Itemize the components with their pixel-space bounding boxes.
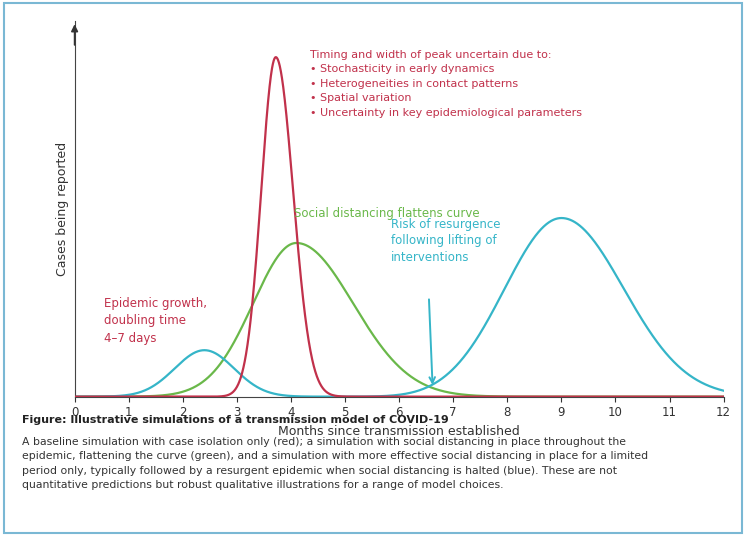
X-axis label: Months since transmission established: Months since transmission established xyxy=(278,425,520,438)
Text: A baseline simulation with case isolation only (red); a simulation with social d: A baseline simulation with case isolatio… xyxy=(22,437,648,490)
Text: Risk of resurgence
following lifting of
interventions: Risk of resurgence following lifting of … xyxy=(391,218,501,264)
Text: Figure: Illustrative simulations of a transmission model of COVID-19: Figure: Illustrative simulations of a tr… xyxy=(22,415,449,426)
Text: Timing and width of peak uncertain due to:
• Stochasticity in early dynamics
• H: Timing and width of peak uncertain due t… xyxy=(310,50,582,117)
Text: Social distancing flattens curve: Social distancing flattens curve xyxy=(294,207,479,220)
Text: Epidemic growth,
doubling time
4–7 days: Epidemic growth, doubling time 4–7 days xyxy=(104,296,207,345)
Y-axis label: Cases being reported: Cases being reported xyxy=(56,142,69,276)
